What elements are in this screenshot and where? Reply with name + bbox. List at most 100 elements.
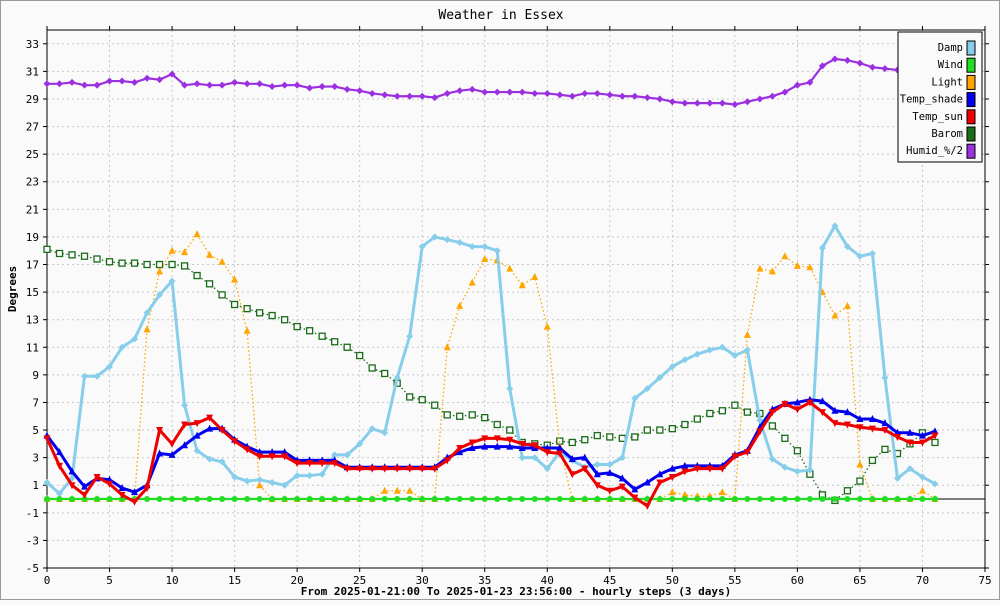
data-point — [831, 406, 839, 414]
data-point — [194, 496, 201, 503]
data-point — [518, 281, 526, 289]
series-wind — [44, 496, 938, 503]
data-point — [193, 447, 201, 455]
data-point — [606, 496, 613, 503]
data-point — [281, 481, 289, 489]
data-point — [418, 396, 426, 404]
data-point — [143, 484, 151, 492]
data-point — [156, 267, 164, 275]
data-point — [694, 496, 701, 503]
data-point — [693, 350, 701, 358]
data-point — [906, 465, 914, 473]
data-point — [669, 496, 676, 503]
data-point — [305, 327, 314, 335]
data-point — [119, 496, 126, 503]
data-point — [681, 468, 689, 476]
data-point — [881, 496, 888, 503]
data-point — [868, 456, 877, 465]
data-point — [69, 496, 76, 503]
x-tick-label: 75 — [978, 574, 991, 587]
data-point — [806, 496, 813, 503]
data-point — [368, 425, 376, 433]
data-point — [656, 426, 664, 434]
data-point — [893, 433, 901, 441]
data-point — [318, 470, 326, 478]
data-point — [618, 483, 626, 491]
data-point — [518, 440, 526, 448]
data-point — [293, 322, 301, 331]
data-point — [331, 338, 339, 346]
data-point — [593, 461, 601, 469]
data-point — [656, 470, 664, 478]
x-tick-label: 5 — [106, 574, 113, 587]
data-point — [856, 477, 864, 485]
data-point — [256, 80, 264, 88]
data-point — [756, 95, 764, 103]
x-tick-label: 60 — [791, 574, 804, 587]
data-point — [118, 483, 126, 491]
data-point — [43, 80, 51, 88]
x-tick-label: 25 — [353, 574, 366, 587]
data-point — [181, 248, 189, 256]
data-point — [581, 465, 589, 473]
data-point — [318, 460, 326, 468]
data-point — [481, 435, 489, 443]
data-point — [794, 496, 801, 503]
data-point — [481, 496, 488, 503]
x-tick-label: 10 — [165, 574, 178, 587]
data-point — [81, 81, 89, 89]
legend-label: Wind — [938, 59, 963, 71]
y-tick-label: -1 — [26, 507, 39, 520]
data-point — [506, 385, 514, 393]
data-point — [631, 485, 639, 493]
data-point — [56, 448, 64, 456]
data-point — [668, 425, 676, 433]
data-point — [356, 465, 364, 473]
data-point — [343, 465, 351, 473]
legend-swatch — [966, 109, 976, 125]
data-point — [631, 394, 639, 402]
data-point — [431, 401, 439, 409]
data-point — [931, 496, 938, 503]
data-point — [168, 246, 176, 254]
data-point — [143, 260, 151, 269]
data-point — [368, 465, 376, 473]
data-point — [493, 247, 501, 255]
data-point — [693, 99, 701, 107]
x-tick-label: 0 — [44, 574, 51, 587]
data-point — [756, 264, 764, 272]
data-point — [244, 496, 251, 503]
data-point — [506, 436, 514, 444]
data-point — [668, 98, 676, 106]
data-point — [356, 440, 364, 448]
data-point — [643, 385, 651, 393]
data-point — [406, 465, 414, 473]
data-point — [406, 92, 414, 100]
data-point — [394, 496, 401, 503]
legend-swatch — [966, 40, 976, 56]
x-tick-label: 65 — [853, 574, 866, 587]
data-point — [181, 496, 188, 503]
data-point — [831, 222, 839, 230]
data-point — [206, 81, 214, 89]
data-point — [306, 460, 314, 468]
data-point — [456, 238, 464, 246]
data-point — [406, 393, 414, 401]
data-point — [343, 451, 351, 459]
data-point — [918, 486, 926, 494]
data-point — [568, 455, 576, 463]
data-point — [193, 420, 201, 428]
legend-swatch — [966, 74, 976, 90]
data-point — [281, 81, 289, 89]
data-point — [344, 496, 351, 503]
data-point — [206, 414, 214, 422]
data-point — [106, 77, 114, 85]
data-point — [606, 461, 614, 469]
series-damp — [43, 222, 939, 498]
data-point — [881, 65, 889, 73]
data-point — [144, 496, 151, 503]
data-point — [818, 244, 826, 252]
data-point — [406, 486, 414, 494]
data-point — [843, 408, 851, 416]
